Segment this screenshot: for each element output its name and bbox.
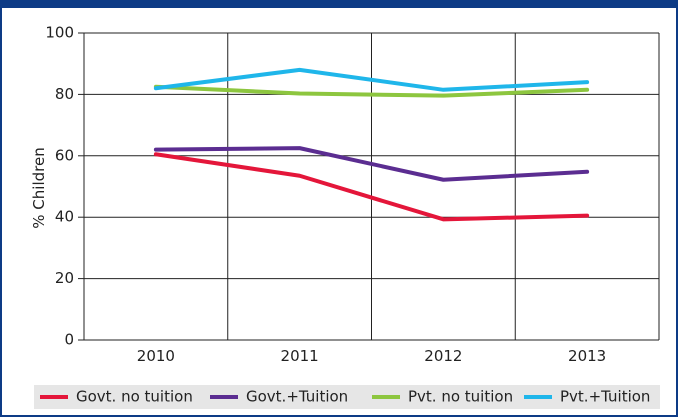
chart-header-bar: [0, 0, 678, 8]
legend-background: [34, 385, 660, 409]
legend: Govt. no tuition Govt.+Tuition Pvt. no tui…: [34, 385, 660, 409]
y-tick-label: 20: [55, 269, 74, 287]
y-tick-label: 0: [64, 331, 74, 349]
y-tick-label: 40: [55, 208, 74, 226]
y-tick-label: 100: [45, 24, 74, 42]
legend-label-govt-tuition: Govt.+Tuition: [246, 388, 348, 406]
y-axis-label: % Children: [30, 147, 48, 228]
legend-label-pvt-tuition: Pvt.+Tuition: [560, 388, 650, 406]
series-line-pvt-no-tuition: [153, 84, 590, 98]
x-tick-label: 2010: [137, 347, 175, 365]
legend-label-pvt-no-tuition: Pvt. no tuition: [408, 388, 513, 406]
series-line-govt-tuition: [153, 146, 590, 182]
x-tick-label: 2012: [424, 347, 462, 365]
x-tick-label: 2011: [281, 347, 319, 365]
y-tick-label: 80: [55, 85, 74, 103]
x-tick-label: 2013: [568, 347, 606, 365]
series-line-pvt-tuition: [153, 67, 590, 92]
axes: 0 20 40 60 80 100 2010 2011 2012 2013: [45, 24, 606, 366]
y-tick-label: 60: [55, 146, 74, 164]
series-lines: [153, 67, 590, 222]
series-line-govt-no-tuition: [153, 152, 590, 222]
legend-label-govt-no-tuition: Govt. no tuition: [76, 388, 193, 406]
